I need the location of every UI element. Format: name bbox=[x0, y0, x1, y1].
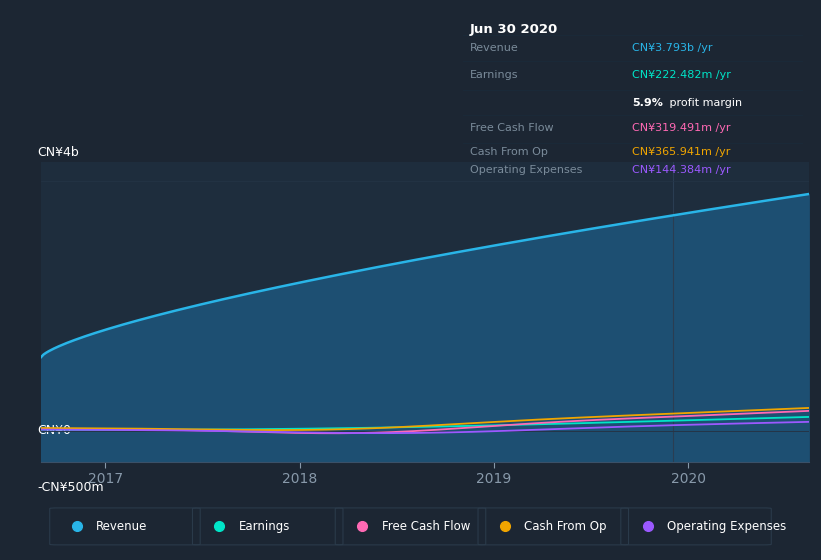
Text: CN¥3.793b /yr: CN¥3.793b /yr bbox=[632, 43, 713, 53]
Text: 5.9%: 5.9% bbox=[632, 98, 663, 108]
Text: CN¥365.941m /yr: CN¥365.941m /yr bbox=[632, 147, 731, 157]
Text: Free Cash Flow: Free Cash Flow bbox=[382, 520, 470, 533]
Text: profit margin: profit margin bbox=[666, 98, 742, 108]
Text: Operating Expenses: Operating Expenses bbox=[667, 520, 787, 533]
Text: Cash From Op: Cash From Op bbox=[525, 520, 607, 533]
Text: CN¥0: CN¥0 bbox=[37, 424, 71, 437]
Text: CN¥319.491m /yr: CN¥319.491m /yr bbox=[632, 123, 731, 133]
Text: Earnings: Earnings bbox=[239, 520, 290, 533]
Text: Earnings: Earnings bbox=[470, 70, 518, 80]
Text: Free Cash Flow: Free Cash Flow bbox=[470, 123, 553, 133]
Text: Cash From Op: Cash From Op bbox=[470, 147, 548, 157]
Text: CN¥144.384m /yr: CN¥144.384m /yr bbox=[632, 165, 731, 175]
Text: Operating Expenses: Operating Expenses bbox=[470, 165, 582, 175]
Text: Jun 30 2020: Jun 30 2020 bbox=[470, 23, 558, 36]
Text: Revenue: Revenue bbox=[96, 520, 148, 533]
Text: -CN¥500m: -CN¥500m bbox=[37, 482, 103, 494]
Text: CN¥4b: CN¥4b bbox=[37, 146, 79, 160]
Text: Revenue: Revenue bbox=[470, 43, 519, 53]
Text: CN¥222.482m /yr: CN¥222.482m /yr bbox=[632, 70, 731, 80]
